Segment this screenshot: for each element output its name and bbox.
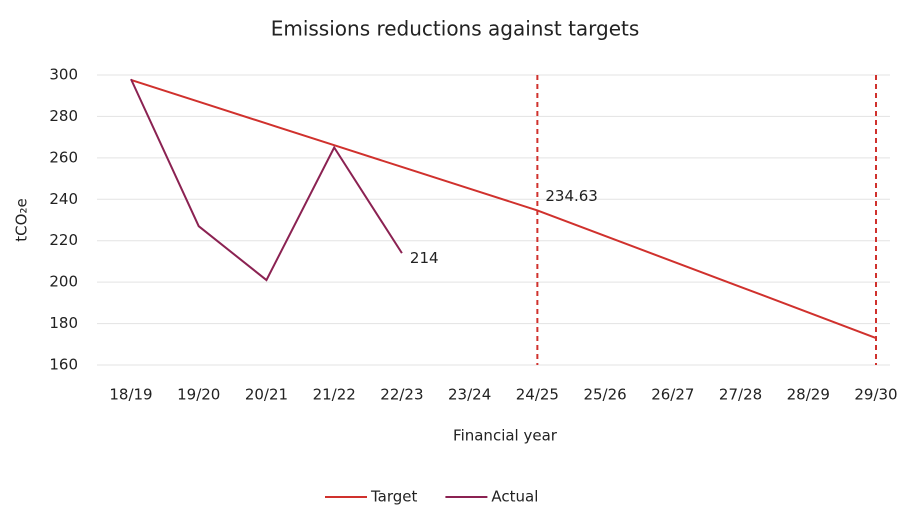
x-tick-label: 20/21	[245, 386, 288, 404]
y-tick-label: 160	[49, 356, 78, 374]
y-tick-label: 260	[49, 148, 78, 166]
y-tick-label: 200	[49, 273, 78, 291]
x-tick-label: 25/26	[583, 386, 626, 404]
x-tick-label: 24/25	[516, 386, 559, 404]
x-tick-label: 22/23	[380, 386, 423, 404]
series-line	[130, 79, 877, 340]
series-line	[130, 78, 403, 282]
legend-label: Target	[370, 488, 418, 506]
y-tick-label: 300	[49, 66, 78, 84]
y-tick-label: 240	[49, 190, 78, 208]
y-axis-title: tCO₂e	[13, 198, 31, 241]
legend-label: Actual	[491, 488, 538, 506]
y-tick-label: 220	[49, 231, 78, 249]
x-tick-label: 18/19	[109, 386, 152, 404]
data-label: 214	[410, 249, 439, 267]
x-tick-label: 27/28	[719, 386, 762, 404]
x-tick-label: 28/29	[787, 386, 830, 404]
x-tick-label: 29/30	[854, 386, 897, 404]
x-tick-label: 23/24	[448, 386, 491, 404]
x-tick-label: 21/22	[313, 386, 356, 404]
y-tick-label: 180	[49, 314, 78, 332]
data-label: 234.63	[545, 187, 598, 205]
x-tick-label: 19/20	[177, 386, 220, 404]
x-tick-label: 26/27	[651, 386, 694, 404]
x-axis-title: Financial year	[453, 427, 558, 445]
chart-title: Emissions reductions against targets	[271, 17, 640, 41]
y-tick-label: 280	[49, 107, 78, 125]
